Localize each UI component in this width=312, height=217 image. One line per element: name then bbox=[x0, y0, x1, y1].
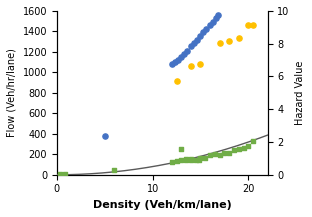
Point bbox=[174, 159, 179, 163]
Point bbox=[201, 31, 206, 34]
Point bbox=[204, 28, 209, 31]
Point bbox=[236, 147, 241, 151]
Point bbox=[241, 146, 246, 150]
Point bbox=[185, 49, 190, 53]
Point bbox=[246, 23, 251, 27]
Point bbox=[175, 58, 180, 62]
Point bbox=[188, 44, 193, 48]
Point bbox=[102, 134, 107, 138]
Point bbox=[251, 23, 256, 27]
Point bbox=[188, 157, 193, 160]
Point bbox=[194, 38, 199, 41]
Point bbox=[179, 55, 184, 59]
Point bbox=[193, 158, 198, 162]
Point bbox=[172, 60, 177, 64]
Point bbox=[207, 23, 212, 27]
Point bbox=[227, 151, 232, 155]
Point bbox=[232, 148, 236, 152]
Point bbox=[169, 160, 174, 163]
Point bbox=[174, 79, 179, 82]
Point bbox=[196, 158, 201, 161]
Point bbox=[62, 172, 67, 176]
Point bbox=[227, 39, 232, 42]
X-axis label: Density (Veh/km/lane): Density (Veh/km/lane) bbox=[93, 200, 232, 210]
Point bbox=[213, 16, 218, 20]
Point bbox=[246, 144, 251, 148]
Y-axis label: Flow (Veh/hr/lane): Flow (Veh/hr/lane) bbox=[7, 48, 17, 137]
Point bbox=[207, 153, 212, 157]
Point bbox=[112, 168, 117, 172]
Point bbox=[188, 64, 193, 68]
Point bbox=[57, 173, 62, 176]
Point bbox=[182, 52, 187, 56]
Point bbox=[169, 62, 174, 66]
Point bbox=[198, 157, 203, 160]
Y-axis label: Hazard Value: Hazard Value bbox=[295, 61, 305, 125]
Point bbox=[198, 62, 203, 66]
Point bbox=[191, 41, 196, 44]
Point bbox=[184, 158, 189, 161]
Point bbox=[188, 159, 193, 162]
Point bbox=[251, 140, 256, 143]
Point bbox=[179, 159, 184, 162]
Point bbox=[179, 147, 184, 150]
Point bbox=[217, 153, 222, 157]
Point bbox=[215, 13, 220, 17]
Point bbox=[184, 158, 189, 161]
Point bbox=[211, 20, 216, 24]
Point bbox=[198, 34, 203, 37]
Point bbox=[236, 36, 241, 39]
Point bbox=[222, 152, 227, 155]
Point bbox=[203, 156, 208, 159]
Point bbox=[212, 153, 217, 156]
Point bbox=[217, 41, 222, 44]
